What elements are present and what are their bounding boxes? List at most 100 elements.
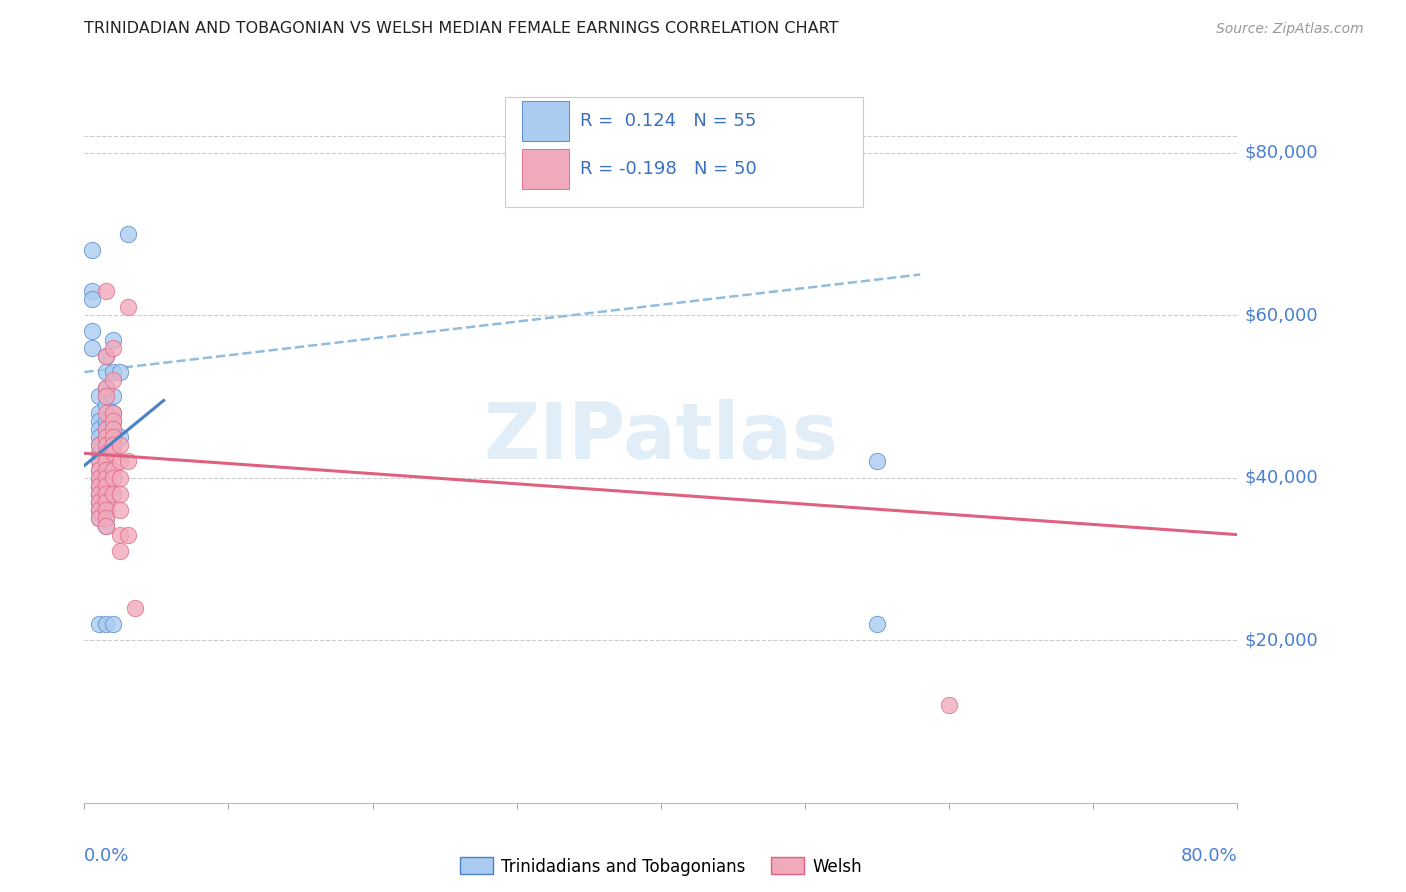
- Text: R =  0.124   N = 55: R = 0.124 N = 55: [581, 112, 756, 130]
- Point: [87, 471, 110, 485]
- Point: [110, 454, 132, 468]
- Point: [80, 243, 103, 257]
- Point: [117, 300, 139, 314]
- Point: [94, 495, 117, 509]
- Point: [94, 495, 117, 509]
- Point: [103, 430, 124, 444]
- Point: [94, 381, 117, 395]
- Point: [103, 365, 124, 379]
- Point: [103, 487, 124, 501]
- Point: [87, 487, 110, 501]
- Point: [866, 454, 889, 468]
- Point: [94, 430, 117, 444]
- Point: [117, 227, 139, 241]
- Point: [110, 471, 132, 485]
- Point: [80, 341, 103, 355]
- Point: [87, 446, 110, 460]
- Point: [94, 479, 117, 493]
- Point: [87, 471, 110, 485]
- Point: [87, 479, 110, 493]
- Point: [110, 487, 132, 501]
- Point: [103, 462, 124, 476]
- Point: [94, 349, 117, 363]
- Point: [87, 487, 110, 501]
- Point: [87, 479, 110, 493]
- Point: [87, 462, 110, 476]
- Point: [103, 422, 124, 436]
- Point: [110, 544, 132, 558]
- Point: [103, 406, 124, 420]
- Point: [103, 406, 124, 420]
- Point: [103, 430, 124, 444]
- Point: [103, 422, 124, 436]
- Point: [87, 430, 110, 444]
- Point: [94, 462, 117, 476]
- Point: [80, 292, 103, 306]
- Point: [87, 503, 110, 517]
- Text: 0.0%: 0.0%: [84, 847, 129, 864]
- Point: [87, 495, 110, 509]
- Text: TRINIDADIAN AND TOBAGONIAN VS WELSH MEDIAN FEMALE EARNINGS CORRELATION CHART: TRINIDADIAN AND TOBAGONIAN VS WELSH MEDI…: [84, 21, 839, 36]
- Text: 80.0%: 80.0%: [1181, 847, 1237, 864]
- Point: [110, 503, 132, 517]
- Point: [87, 617, 110, 632]
- Text: $80,000: $80,000: [1244, 144, 1317, 161]
- Point: [94, 422, 117, 436]
- Point: [94, 406, 117, 420]
- Point: [94, 617, 117, 632]
- Point: [94, 446, 117, 460]
- Point: [80, 284, 103, 298]
- Point: [94, 422, 117, 436]
- Point: [866, 617, 889, 632]
- Point: [103, 414, 124, 428]
- Point: [94, 519, 117, 533]
- Point: [94, 487, 117, 501]
- Point: [103, 341, 124, 355]
- FancyBboxPatch shape: [505, 97, 863, 207]
- Point: [938, 698, 960, 713]
- Point: [103, 373, 124, 387]
- Point: [94, 511, 117, 525]
- Point: [103, 438, 124, 452]
- Point: [87, 406, 110, 420]
- Point: [94, 462, 117, 476]
- Point: [94, 284, 117, 298]
- Text: R = -0.198   N = 50: R = -0.198 N = 50: [581, 161, 756, 178]
- Point: [87, 503, 110, 517]
- Point: [94, 389, 117, 403]
- Point: [94, 519, 117, 533]
- Point: [94, 438, 117, 452]
- Point: [87, 511, 110, 525]
- Text: $40,000: $40,000: [1244, 468, 1317, 487]
- Point: [94, 487, 117, 501]
- FancyBboxPatch shape: [523, 149, 568, 189]
- Point: [94, 414, 117, 428]
- Point: [87, 462, 110, 476]
- Point: [103, 333, 124, 347]
- Point: [87, 454, 110, 468]
- Point: [110, 527, 132, 541]
- Point: [103, 617, 124, 632]
- Point: [94, 381, 117, 395]
- Point: [94, 471, 117, 485]
- Point: [110, 430, 132, 444]
- Point: [117, 527, 139, 541]
- Point: [94, 503, 117, 517]
- Point: [94, 438, 117, 452]
- Point: [94, 503, 117, 517]
- Point: [110, 438, 132, 452]
- Point: [103, 471, 124, 485]
- Point: [87, 414, 110, 428]
- Point: [94, 398, 117, 412]
- Point: [87, 438, 110, 452]
- Point: [103, 389, 124, 403]
- Point: [94, 479, 117, 493]
- Point: [87, 454, 110, 468]
- Text: ZIPatlas: ZIPatlas: [484, 399, 838, 475]
- Point: [87, 389, 110, 403]
- Point: [94, 389, 117, 403]
- Point: [94, 446, 117, 460]
- FancyBboxPatch shape: [523, 101, 568, 141]
- Point: [103, 414, 124, 428]
- Point: [94, 430, 117, 444]
